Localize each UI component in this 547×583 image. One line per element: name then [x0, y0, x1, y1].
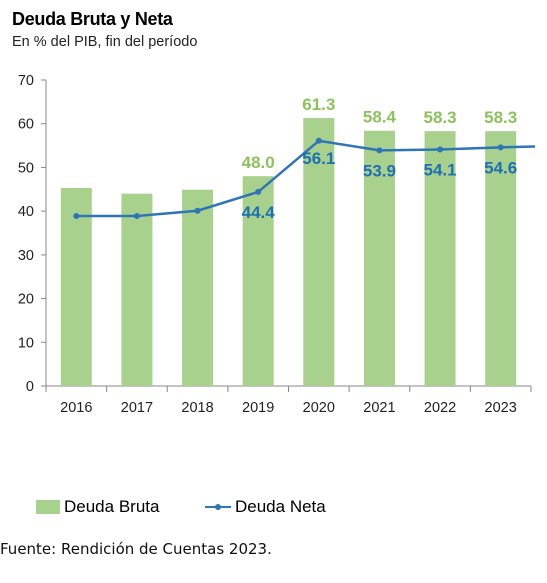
bar-data-label: 58.3	[424, 108, 457, 127]
x-tick-label: 2023	[485, 400, 517, 416]
bar-deuda-bruta	[60, 187, 92, 386]
y-tick-label: 30	[18, 248, 34, 264]
y-tick-label: 0	[26, 379, 34, 395]
x-tick-label: 2022	[424, 400, 456, 416]
point-deuda-neta	[315, 137, 322, 144]
legend-item-neta: Deuda Neta	[205, 497, 326, 517]
chart-subtitle: En % del PIB, fin del período	[12, 34, 198, 50]
point-deuda-neta	[497, 144, 504, 151]
x-tick-label: 2018	[181, 400, 213, 416]
x-tick-label: 2016	[60, 400, 92, 416]
legend-label-bruta: Deuda Bruta	[64, 497, 160, 516]
line-data-label: 54.6	[484, 158, 517, 177]
x-tick-label: 2019	[242, 400, 274, 416]
legend: Deuda Bruta Deuda Neta	[0, 497, 547, 521]
bar-deuda-bruta	[363, 130, 395, 386]
bar-deuda-bruta	[121, 193, 153, 386]
point-deuda-neta	[133, 212, 140, 219]
point-deuda-neta	[376, 147, 383, 154]
line-data-label: 53.9	[363, 161, 396, 180]
line-data-label: 44.4	[242, 203, 276, 222]
y-tick-label: 40	[18, 204, 34, 220]
bar-deuda-bruta	[182, 189, 214, 386]
bar-deuda-bruta	[485, 131, 517, 386]
y-tick-label: 70	[18, 73, 34, 89]
legend-item-bruta: Deuda Bruta	[36, 497, 159, 517]
legend-line-swatch	[205, 500, 231, 514]
bar-deuda-bruta	[424, 131, 456, 386]
chart-title: Deuda Bruta y Neta	[12, 9, 173, 29]
bar-data-label: 48.0	[242, 153, 275, 172]
source-note: Fuente: Rendición de Cuentas 2023.	[0, 540, 272, 558]
point-deuda-neta	[437, 146, 444, 153]
bar-data-label: 58.4	[363, 108, 397, 127]
y-tick-label: 10	[18, 335, 34, 351]
bar-data-label: 61.3	[302, 95, 335, 114]
bar-deuda-bruta	[242, 176, 274, 386]
point-deuda-neta	[255, 188, 262, 195]
y-tick-label: 60	[18, 117, 34, 133]
line-data-label: 54.1	[424, 161, 457, 180]
y-tick-label: 50	[18, 160, 34, 176]
point-deuda-neta	[194, 207, 201, 214]
x-tick-label: 2017	[121, 400, 153, 416]
x-tick-label: 2021	[363, 400, 395, 416]
bar-deuda-bruta	[303, 118, 335, 386]
y-tick-label: 20	[18, 292, 34, 308]
line-data-label: 56.1	[302, 149, 335, 168]
bar-data-label: 58.3	[484, 108, 517, 127]
point-deuda-neta	[73, 212, 80, 219]
x-tick-label: 2020	[303, 400, 335, 416]
legend-bar-swatch	[36, 500, 60, 514]
legend-label-neta: Deuda Neta	[235, 497, 326, 516]
chart-plot: 0 10 20 30 40 50 60 70 2016 2017 2018 2019 2020 2021 2…	[18, 73, 536, 416]
